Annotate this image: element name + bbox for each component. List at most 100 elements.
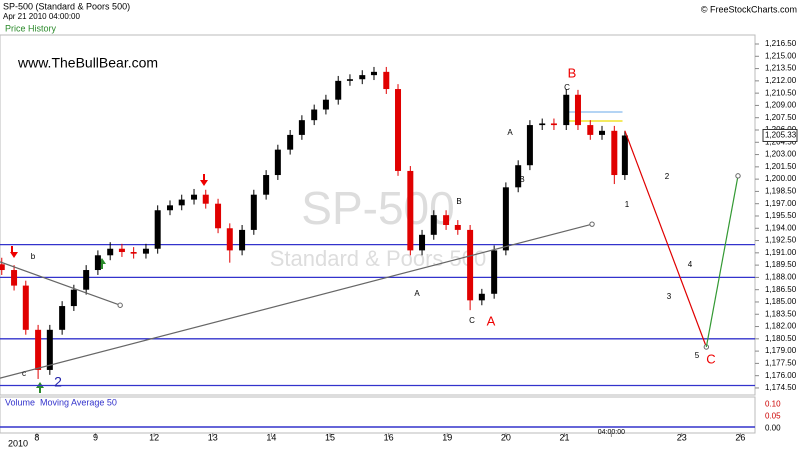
- site-label: www.TheBullBear.com: [17, 55, 158, 71]
- volume-tick-label: 0.05: [765, 411, 781, 420]
- candle-body: [298, 120, 305, 135]
- candle-body: [539, 123, 546, 126]
- candle-body: [239, 229, 246, 251]
- y-tick-label: 1,209.00: [765, 101, 797, 110]
- x-tick-label: 12: [149, 432, 159, 442]
- candle-body: [94, 255, 101, 271]
- y-tick-label: 1,201.50: [765, 162, 797, 171]
- trendline: [624, 130, 707, 348]
- y-tick-label: 1,195.50: [765, 211, 797, 220]
- wave-label: 5: [695, 351, 700, 360]
- candle-body: [454, 224, 461, 230]
- y-tick-label: 1,200.00: [765, 174, 797, 183]
- candle-body: [130, 252, 137, 254]
- candle-body: [515, 165, 522, 188]
- x-tick-label: 21: [559, 432, 569, 442]
- candle-body: [335, 80, 342, 100]
- wave-label: b: [31, 252, 36, 261]
- y-tick-label: 1,185.00: [765, 297, 797, 306]
- watermark-sub: Standard & Poors 500: [270, 246, 486, 271]
- y-tick-label: 1,189.50: [765, 260, 797, 269]
- y-tick-label: 1,186.50: [765, 285, 797, 294]
- y-tick-label: 1,177.50: [765, 358, 797, 367]
- last-price-box: [762, 128, 798, 142]
- wave-label: B: [519, 175, 524, 184]
- candle-body: [287, 134, 294, 150]
- wave-label: A: [507, 128, 513, 137]
- candle-body: [491, 250, 498, 294]
- buy-arrow: [36, 382, 44, 393]
- candle-body: [478, 293, 485, 301]
- trendline: [0, 261, 121, 306]
- x-tick-label: 14: [266, 432, 276, 442]
- candle-body: [226, 228, 233, 251]
- y-tick-label: 1,176.00: [765, 371, 797, 380]
- y-tick-label: 1,191.00: [765, 248, 797, 257]
- candle-body: [359, 75, 366, 80]
- candle-body: [621, 135, 628, 176]
- candle-body: [46, 329, 53, 370]
- wave-label: C: [564, 83, 570, 92]
- y-tick-label: 1,198.50: [765, 187, 797, 196]
- candle-body: [322, 99, 329, 110]
- wave-label: A: [414, 289, 420, 298]
- year-label: 2010: [8, 438, 28, 448]
- candle-body: [142, 248, 149, 254]
- y-tick-label: 1,183.50: [765, 309, 797, 318]
- candle-body: [563, 94, 570, 126]
- candle-body: [502, 187, 509, 251]
- title: SP-500 (Standard & Poors 500): [3, 1, 130, 11]
- x-tick-label: 04:00:00: [598, 429, 625, 436]
- x-tick-label: 15: [325, 432, 335, 442]
- y-tick-label: 1,192.50: [765, 236, 797, 245]
- y-tick-label: 1,210.50: [765, 88, 797, 97]
- candle-body: [191, 194, 198, 200]
- candle-body: [118, 248, 125, 253]
- candle-body: [383, 71, 390, 90]
- volume-legend: Moving Average 50: [40, 397, 117, 407]
- candle-body: [250, 194, 257, 230]
- buy-arrow: [98, 258, 106, 269]
- wave-label: C: [706, 351, 715, 366]
- candle-body: [11, 270, 18, 286]
- candle-body: [550, 123, 557, 126]
- candle-body: [263, 175, 270, 195]
- candle-body: [574, 94, 581, 126]
- y-tick-label: 1,197.00: [765, 199, 797, 208]
- wave-label: c: [22, 369, 26, 378]
- trendline-handle: [117, 302, 123, 308]
- volume-legend: Volume: [5, 397, 35, 407]
- candle-body: [370, 71, 377, 76]
- wave-label: 3: [667, 292, 672, 301]
- x-tick-label: 16: [384, 432, 394, 442]
- candle-body: [59, 306, 66, 330]
- volume-panel: [0, 396, 756, 434]
- candle-body: [395, 89, 402, 171]
- wave-label: 4: [688, 260, 693, 269]
- candle-body: [599, 130, 606, 135]
- candle-body: [443, 215, 450, 225]
- volume-tick-label: 0.10: [765, 399, 781, 408]
- candle-body: [202, 194, 209, 204]
- wave-label: A: [487, 313, 496, 328]
- y-tick-label: 1,179.00: [765, 346, 797, 355]
- candle-body: [154, 210, 161, 249]
- sell-arrow: [200, 174, 208, 186]
- candle-body: [215, 203, 222, 229]
- candle-body: [419, 234, 426, 251]
- candle-body: [274, 149, 281, 176]
- trendline: [705, 175, 739, 348]
- candle-body: [311, 109, 318, 121]
- trendline-handle: [735, 173, 741, 179]
- x-tick-label: 23: [677, 432, 687, 442]
- candle-body: [407, 170, 414, 251]
- candle-body: [83, 270, 90, 290]
- trendline: [0, 223, 593, 379]
- candle-body: [467, 229, 474, 301]
- candle-body: [430, 215, 437, 235]
- wave-label: 2: [54, 374, 62, 390]
- candle-body: [35, 329, 42, 370]
- x-tick-label: 13: [208, 432, 218, 442]
